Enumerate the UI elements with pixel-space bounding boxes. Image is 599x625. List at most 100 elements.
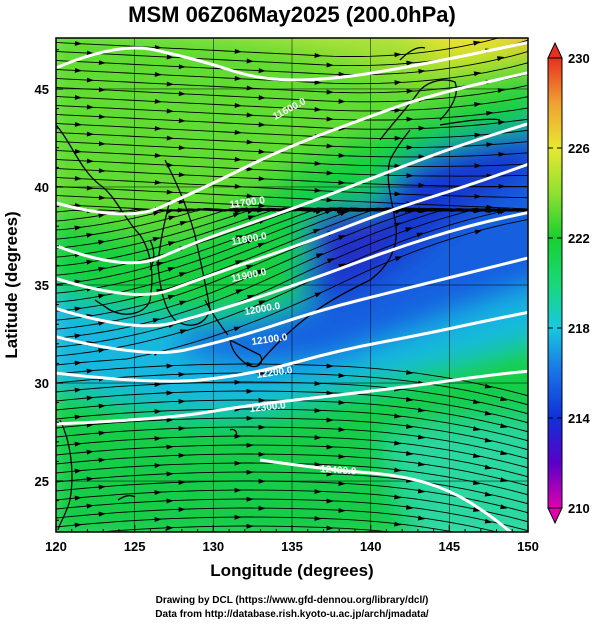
- streamline: [56, 38, 500, 57]
- streamline-arrow: [234, 102, 242, 108]
- streamline-arrow: [258, 505, 266, 511]
- streamline-arrow: [234, 460, 242, 466]
- colorbar-tick-label: 226: [568, 141, 590, 156]
- streamline-arrow: [314, 292, 322, 298]
- streamline-arrow: [154, 382, 162, 387]
- streamline-arrow: [394, 413, 402, 419]
- streamline-arrow: [258, 176, 266, 182]
- streamline-arrow: [74, 333, 82, 339]
- streamline-arrow: [154, 153, 162, 158]
- streamline-arrow: [472, 480, 481, 485]
- streamline-arrow: [312, 228, 321, 234]
- streamline-arrow: [246, 361, 254, 367]
- streamline-arrow: [326, 471, 334, 477]
- streamline-arrow: [497, 88, 505, 93]
- streamline-arrow: [338, 180, 346, 186]
- y-axis-label: Latitude (degrees): [2, 211, 21, 358]
- streamline-arrow: [246, 523, 254, 529]
- streamline-arrow: [235, 289, 243, 295]
- streamline-arrow: [338, 98, 346, 104]
- streamline: [56, 105, 528, 121]
- streamline-arrow: [178, 480, 186, 485]
- streamline: [93, 525, 395, 532]
- streamline-arrow: [152, 236, 160, 242]
- streamline-arrow: [235, 235, 244, 241]
- streamline-arrow: [474, 163, 482, 169]
- x-tick-label: 125: [124, 539, 146, 554]
- streamline-arrow: [166, 54, 174, 60]
- height-contour: [56, 40, 528, 82]
- contour-label: 12100.0: [251, 332, 289, 348]
- streamline-arrow: [178, 453, 186, 458]
- streamline-arrow: [154, 517, 162, 522]
- streamline-arrow: [74, 387, 82, 393]
- streamline-arrow: [326, 525, 334, 531]
- credit-data: Data from http://database.rish.kyoto-u.a…: [155, 609, 429, 620]
- x-tick-label: 130: [202, 539, 224, 554]
- streamline-arrow: [166, 162, 174, 168]
- streamline: [56, 209, 528, 357]
- coastlines: [56, 46, 501, 531]
- streamline: [56, 208, 528, 348]
- streamline-arrow: [326, 390, 334, 396]
- streamline-arrow: [406, 145, 414, 150]
- streamline-arrow: [314, 408, 322, 413]
- streamline-arrow: [498, 183, 506, 189]
- streamline-arrow: [314, 435, 322, 440]
- streamline-arrow: [178, 172, 186, 178]
- streamline-arrow: [166, 444, 174, 450]
- x-tick-label: 150: [517, 539, 539, 554]
- streamline-arrow: [314, 80, 322, 85]
- x-tick-label: 145: [438, 539, 460, 554]
- x-tick-label: 135: [281, 539, 303, 554]
- streamline-arrow: [472, 453, 481, 458]
- streamline-arrow: [258, 478, 266, 484]
- streamline: [56, 73, 528, 94]
- streamline-arrow: [154, 463, 162, 468]
- streamline-arrow: [178, 426, 186, 431]
- streamline-arrow: [74, 122, 82, 127]
- streamline-arrow: [418, 207, 426, 213]
- streamline-arrow: [314, 516, 322, 521]
- streamline-arrow: [498, 151, 506, 157]
- streamline-arrow: [234, 156, 242, 162]
- streamline-arrow: [86, 449, 94, 455]
- streamline-arrow: [406, 369, 414, 375]
- streamline: [56, 123, 528, 139]
- streamline-arrow: [74, 68, 82, 73]
- streamline-arrow: [86, 395, 94, 401]
- streamline-arrow: [407, 207, 415, 213]
- colorbar-min-arrow: [547, 507, 563, 525]
- streamline-arrow: [394, 135, 402, 141]
- streamline-arrow: [258, 122, 266, 128]
- streamline-arrow: [98, 213, 106, 218]
- streamline-arrow: [234, 48, 242, 54]
- streamline-arrow: [406, 116, 414, 122]
- streamline-arrow: [258, 424, 266, 430]
- streamline-arrow: [417, 461, 426, 467]
- streamline-arrow: [314, 381, 322, 386]
- streamline-arrow: [234, 433, 242, 439]
- streamline-arrow: [258, 300, 266, 306]
- streamline-arrow: [326, 116, 334, 122]
- streamline: [56, 84, 528, 103]
- streamline-arrow: [315, 253, 324, 259]
- streamline-arrow: [258, 68, 266, 74]
- streamline-arrow: [394, 467, 402, 473]
- streamline: [56, 453, 528, 487]
- streamline-arrow: [152, 318, 160, 323]
- colorbar: 210 214 218 222 226 230: [547, 41, 590, 525]
- streamline-arrow: [246, 264, 254, 270]
- streamline-arrow: [154, 180, 162, 185]
- streamline-arrow: [394, 222, 402, 228]
- streamline-arrow: [474, 102, 482, 107]
- streamline-arrow: [406, 423, 414, 429]
- credit-drawing: Drawing by DCL (https://www.gfd-dennou.o…: [156, 595, 429, 606]
- height-contour: [56, 256, 528, 354]
- streamline-arrow: [232, 212, 241, 218]
- streamline: [56, 372, 528, 406]
- y-tick-label: 45: [35, 82, 49, 97]
- x-axis-label: Longitude (degrees): [210, 561, 373, 580]
- streamline-arrow: [86, 131, 94, 137]
